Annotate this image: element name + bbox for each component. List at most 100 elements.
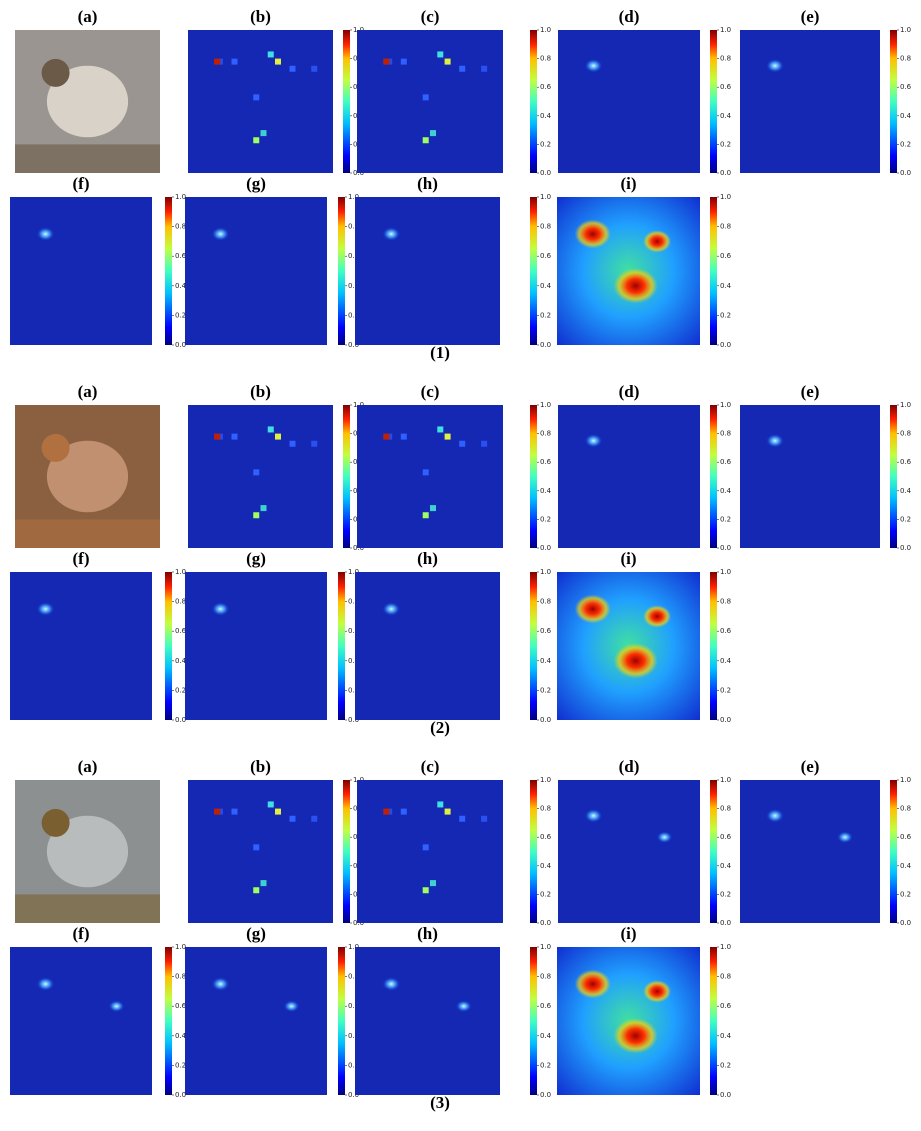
panel-label: (e) — [801, 7, 820, 26]
colorbar-tick-label: 0.2 — [175, 1061, 186, 1069]
colorbar-tick-label: 0.0 — [348, 716, 359, 724]
heatmap-cell — [430, 880, 436, 887]
panel: 0.00.20.40.60.81.0 — [355, 193, 552, 349]
heatmap-cell — [214, 808, 221, 815]
colorbar — [338, 947, 345, 1095]
photo-ground — [15, 519, 160, 548]
colorbar — [710, 947, 717, 1095]
panel-label: (a) — [78, 757, 98, 776]
photo-subject — [46, 65, 129, 138]
heatmap — [740, 780, 880, 923]
heatmap-cell — [260, 130, 267, 137]
colorbar-tick-label: 0.6 — [540, 833, 552, 841]
colorbar-tick-label: 0.8 — [720, 430, 731, 438]
colorbar — [710, 405, 717, 548]
colorbar-tick-label: 0.8 — [720, 598, 731, 606]
colorbar-tick-label: 0.4 — [900, 487, 912, 495]
colorbar-tick-label: 0.6 — [900, 458, 912, 466]
panel-label: (d) — [619, 382, 640, 401]
panel-label: (h) — [417, 174, 438, 193]
colorbar-tick-label: 0.4 — [348, 657, 360, 665]
heatmap — [740, 30, 880, 173]
heatmap-spot — [382, 227, 401, 241]
heatmap-cell — [311, 440, 318, 447]
colorbar-tick-label: 0.6 — [348, 252, 360, 260]
colorbar-tick-label: 1.0 — [720, 193, 731, 201]
heatmap-hotspot — [613, 643, 658, 679]
colorbar-tick-label: 0.8 — [900, 805, 911, 813]
colorbar-tick-label: 0.2 — [175, 686, 186, 694]
colorbar — [710, 572, 717, 720]
panel-label: (b) — [250, 7, 271, 26]
heatmap-spot — [36, 977, 55, 991]
colorbar-tick-label: 0.0 — [900, 544, 911, 552]
colorbar-tick-label: 1.0 — [540, 943, 551, 951]
heatmap-cell — [267, 801, 274, 808]
colorbar-tick-label: 0.4 — [720, 112, 732, 120]
colorbar-tick-label: 0.6 — [900, 833, 912, 841]
heatmap-spot — [584, 808, 603, 823]
colorbar-tick-label: 0.4 — [720, 657, 732, 665]
panel — [15, 780, 160, 923]
heatmap-hotspot — [574, 594, 611, 624]
heatmap-spot — [455, 1000, 472, 1013]
heatmap-cell — [253, 469, 260, 476]
colorbar-tick-label: 0.2 — [540, 311, 551, 319]
colorbar-tick-label: 0.6 — [540, 83, 552, 91]
heatmap-cell — [253, 137, 260, 144]
colorbar-tick-label: 0.4 — [348, 1032, 360, 1040]
colorbar-tick-label: 0.4 — [540, 657, 552, 665]
colorbar-tick-label: 0.2 — [540, 1061, 551, 1069]
heatmap-cell — [400, 808, 407, 815]
colorbar-tick-label: 0.4 — [175, 282, 187, 290]
colorbar-tick-label: 0.6 — [540, 1002, 552, 1010]
panel: 0.00.20.40.60.81.0 — [188, 26, 365, 177]
heatmap-hotspot — [643, 605, 672, 628]
photo-head — [41, 808, 70, 837]
heatmap-spot — [766, 58, 784, 73]
colorbar — [530, 572, 537, 720]
colorbar-tick-label: 1.0 — [720, 401, 731, 409]
colorbar-tick-label: 0.2 — [540, 686, 551, 694]
colorbar-tick-label: 0.4 — [175, 1032, 187, 1040]
panel: 0.00.20.40.60.81.0 — [10, 193, 187, 349]
panel-label: (b) — [250, 757, 271, 776]
colorbar — [710, 197, 717, 345]
colorbar-tick-label: 0.2 — [540, 890, 551, 898]
colorbar-tick-label: 1.0 — [720, 943, 731, 951]
heatmap-cell — [383, 433, 390, 440]
colorbar-tick-label: 1.0 — [175, 943, 186, 951]
colorbar-tick-label: 0.6 — [720, 627, 732, 635]
colorbar-tick-label: 0.6 — [540, 458, 552, 466]
heatmap — [558, 30, 700, 173]
panel: 0.00.20.40.60.81.0 — [10, 568, 187, 724]
photo-ground — [15, 894, 160, 923]
colorbar-tick-label: 0.6 — [540, 627, 552, 635]
heatmap-cell — [422, 469, 429, 476]
heatmap-cell — [260, 880, 267, 887]
heatmap-cell — [253, 512, 260, 519]
colorbar-tick-label: 0.8 — [175, 223, 186, 231]
heatmap-spot — [108, 1000, 125, 1013]
heatmap-spot — [656, 831, 673, 844]
colorbar-tick-label: 0.0 — [720, 716, 731, 724]
colorbar — [530, 947, 537, 1095]
heatmap — [188, 30, 333, 173]
heatmap-spot — [584, 433, 603, 448]
colorbar-tick-label: 0.2 — [900, 140, 911, 148]
heatmap-spot — [766, 433, 784, 448]
heatmap-cell — [289, 440, 296, 447]
heatmap — [10, 947, 152, 1095]
colorbar-tick-label: 0.4 — [540, 282, 552, 290]
panel-label: (h) — [417, 549, 438, 568]
heatmap-cell — [253, 844, 260, 851]
colorbar-tick-label: 1.0 — [540, 401, 551, 409]
heatmap-cell — [422, 94, 429, 101]
colorbar-tick-label: 0.0 — [540, 169, 551, 177]
colorbar-tick-label: 0.8 — [348, 223, 359, 231]
heatmap-cell — [422, 512, 429, 519]
heatmap-cell — [481, 65, 488, 72]
heatmap-cell — [231, 58, 238, 65]
heatmap-cell — [214, 58, 221, 65]
panel-label: (c) — [421, 7, 440, 26]
